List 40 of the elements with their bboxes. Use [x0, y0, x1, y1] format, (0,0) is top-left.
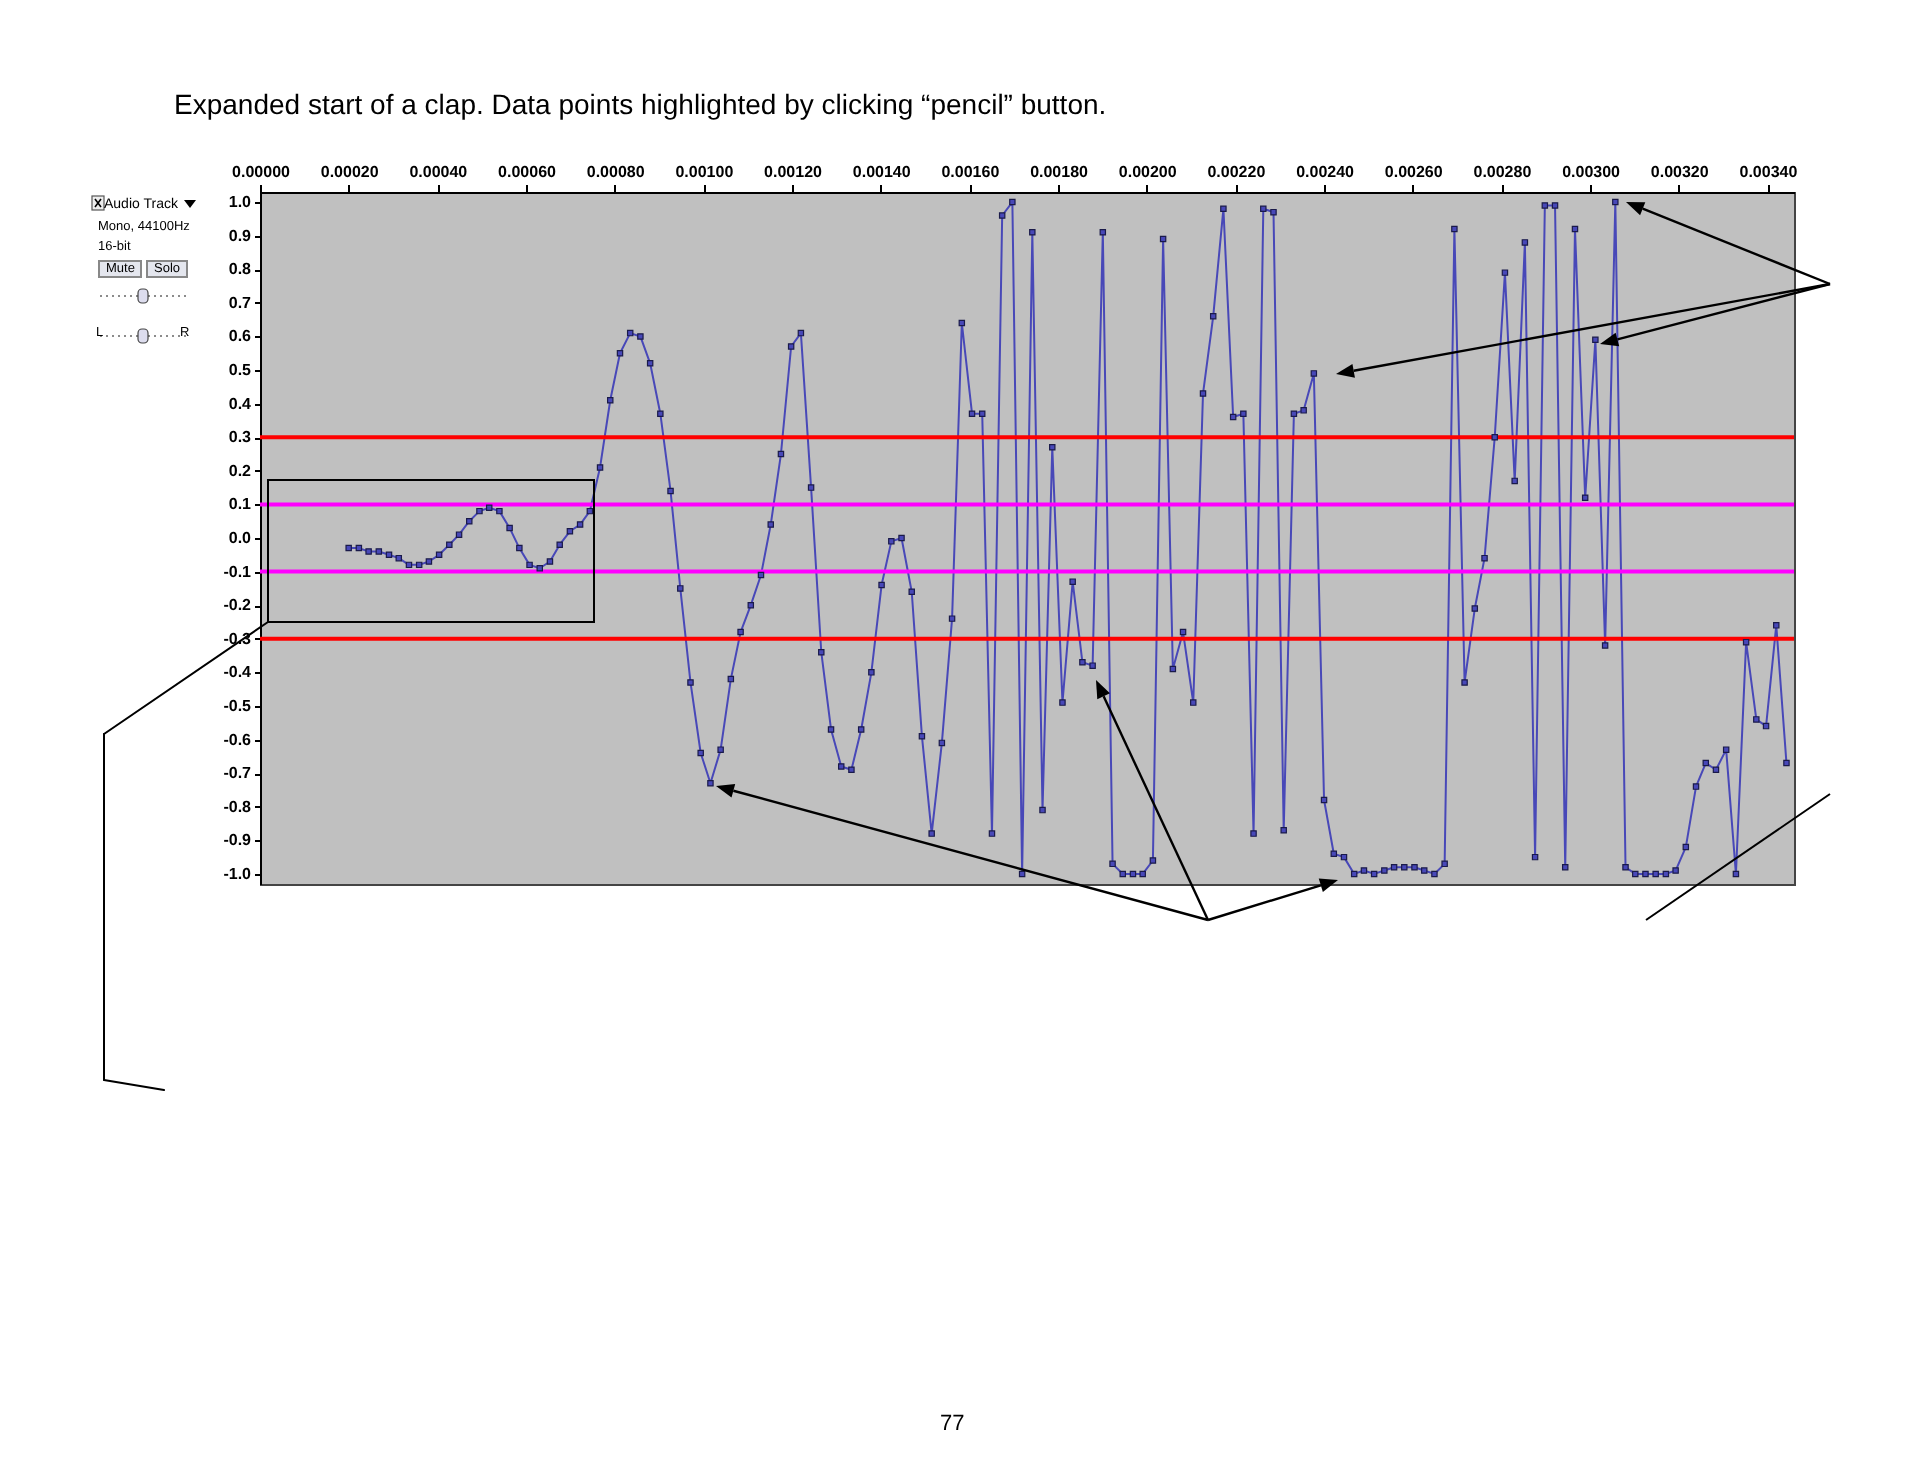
y-tick-label: 0.4 — [228, 394, 253, 413]
y-tick-label: 0.6 — [228, 327, 253, 346]
x-tick-label: 0.00320 — [1650, 163, 1710, 181]
x-tick-label: 0.00020 — [320, 163, 380, 181]
x-tick-label: 0.00120 — [764, 163, 824, 181]
x-tick-label: 0.00280 — [1473, 163, 1533, 181]
y-tick-label: 0.0 — [228, 529, 253, 547]
y-tick-label: 0.3 — [228, 428, 253, 447]
x-tick-label: 0.00040 — [409, 163, 469, 181]
y-tick-label: -0.7 — [223, 764, 253, 783]
x-tick-label: 0.00100 — [675, 163, 735, 181]
y-tick-label: 1.0 — [228, 193, 253, 212]
chart-title: Expanded start of a clap. Data points highlighted by clicking “pencil” button. — [174, 88, 1107, 120]
y-tick-label: 0.1 — [228, 495, 253, 514]
y-tick-label: 0.7 — [228, 293, 253, 312]
y-tick-label: -0.5 — [223, 696, 253, 715]
x-tick-label: 0.00260 — [1384, 163, 1444, 181]
y-tick-label: -0.9 — [223, 831, 253, 850]
y-tick-label: 0.5 — [228, 361, 253, 380]
y-tick-label: -0.6 — [223, 730, 253, 749]
y-tick-label: 0.8 — [228, 260, 253, 279]
x-tick-label: 0.00140 — [852, 163, 912, 181]
x-tick-label: 0.00080 — [586, 163, 646, 181]
y-tick-label: -0.2 — [223, 596, 253, 615]
x-tick-label: 0.00060 — [498, 163, 558, 181]
text: 77 — [940, 1412, 965, 1436]
x-tick-label: 0.00340 — [1739, 163, 1799, 181]
x-tick-label: 0.00300 — [1562, 163, 1622, 181]
x-tick-label: 0.00200 — [1118, 163, 1178, 181]
x-tick-label: 0.00180 — [1030, 163, 1090, 181]
x-tick-label: 0.00160 — [941, 163, 1001, 181]
y-tick-label: -0.4 — [223, 663, 253, 682]
x-tick-label: 0.00220 — [1207, 163, 1267, 181]
x-tick-label: 0.00000 — [232, 163, 292, 181]
y-tick-label: 0.9 — [228, 226, 253, 245]
x-tick-label: 0.00240 — [1296, 163, 1356, 181]
y-tick-label: -0.8 — [223, 797, 253, 816]
y-tick-label: -0.1 — [223, 562, 253, 581]
y-tick-label: -1.0 — [223, 864, 253, 883]
y-tick-label: 0.2 — [228, 461, 253, 480]
